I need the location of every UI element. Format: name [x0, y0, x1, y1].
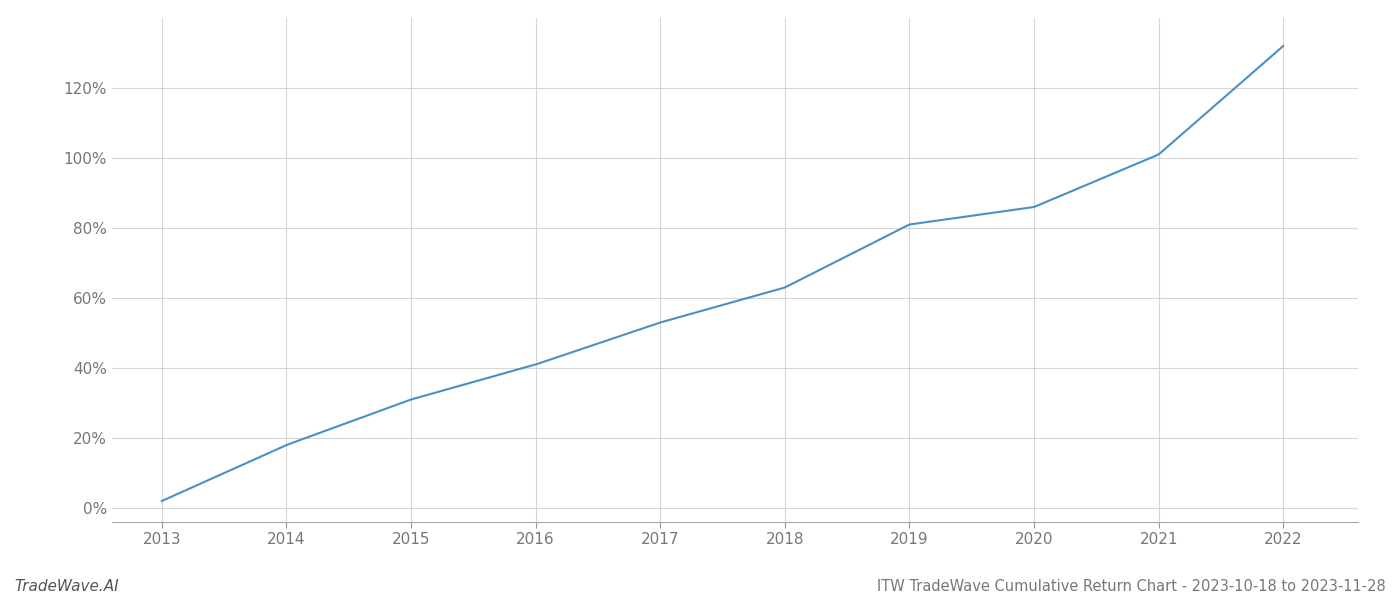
Text: TradeWave.AI: TradeWave.AI	[14, 579, 119, 594]
Text: ITW TradeWave Cumulative Return Chart - 2023-10-18 to 2023-11-28: ITW TradeWave Cumulative Return Chart - …	[878, 579, 1386, 594]
